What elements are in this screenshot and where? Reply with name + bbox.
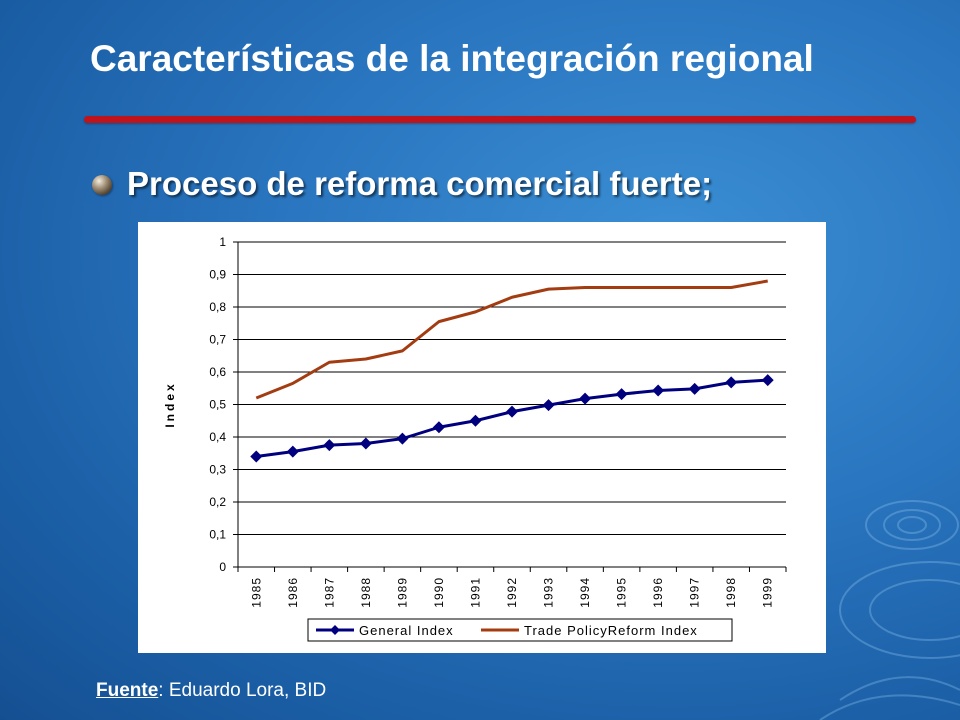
x-tick-label: 1986 xyxy=(286,577,300,608)
legend-label: General Index xyxy=(359,623,454,638)
x-tick-label: 1990 xyxy=(432,577,446,608)
x-tick-label: 1999 xyxy=(761,577,775,608)
data-point xyxy=(579,392,592,405)
data-point xyxy=(323,439,336,452)
x-tick-label: 1989 xyxy=(395,577,409,608)
source-note: Fuente: Eduardo Lora, BID xyxy=(96,680,326,702)
data-point xyxy=(725,376,738,389)
x-tick-label: 1988 xyxy=(359,577,373,608)
data-point xyxy=(615,388,628,401)
x-tick-label: 1997 xyxy=(688,577,702,608)
data-point xyxy=(652,384,665,397)
slide-title: Características de la integración region… xyxy=(90,38,814,79)
data-point xyxy=(432,421,445,434)
legend-marker xyxy=(330,625,340,635)
y-tick-label: 0 xyxy=(219,560,226,574)
series-line-trade-policy-reform-index xyxy=(255,279,768,400)
data-point xyxy=(688,382,701,395)
y-tick-label: 0,7 xyxy=(209,333,226,347)
legend-box xyxy=(307,618,733,642)
x-tick-label: 1996 xyxy=(651,577,665,608)
y-tick-label: 0,6 xyxy=(209,365,226,379)
data-point xyxy=(506,405,518,418)
x-tick-label: 1985 xyxy=(249,577,263,608)
source-label: Fuente xyxy=(96,680,159,701)
y-tick-label: 0,5 xyxy=(209,398,226,412)
source-text: : Eduardo Lora, BID xyxy=(158,680,327,701)
x-tick-label: 1998 xyxy=(724,577,738,608)
data-point xyxy=(359,437,372,450)
line-chart: 0 0,1 0,2 0,3 0,4 0,5 0,6 0,7 0,8 0,9 1 Index 1985 19… xyxy=(163,235,787,642)
data-point xyxy=(396,432,409,445)
data-point xyxy=(761,374,774,387)
x-tick-label: 1992 xyxy=(505,577,519,608)
data-point xyxy=(469,414,482,427)
y-tick-label: 0,3 xyxy=(209,463,226,477)
y-tick-label: 1 xyxy=(219,235,226,249)
x-tick-label: 1995 xyxy=(615,577,629,608)
y-tick-label: 0,9 xyxy=(209,268,226,282)
title-underline xyxy=(84,116,916,123)
x-tick-label: 1991 xyxy=(468,577,482,608)
x-tick-label: 1987 xyxy=(322,577,336,608)
chart-panel: 0 0,1 0,2 0,3 0,4 0,5 0,6 0,7 0,8 0,9 1 Index 1985 19… xyxy=(138,222,826,653)
y-tick-label: 0,2 xyxy=(209,495,226,509)
legend-label: Trade PolicyReform Index xyxy=(524,623,698,638)
x-tick-label: 1994 xyxy=(578,577,592,608)
data-point xyxy=(542,399,555,412)
y-tick-label: 0,1 xyxy=(209,528,226,542)
data-point xyxy=(250,450,263,463)
bullet-text: Proceso de reforma comercial fuerte; xyxy=(127,165,713,202)
x-tick-label: 1993 xyxy=(542,577,556,608)
y-axis-label: Index xyxy=(163,381,177,427)
data-point xyxy=(286,445,299,458)
bullet-sphere-icon xyxy=(92,175,112,195)
y-tick-label: 0,4 xyxy=(209,430,226,444)
y-tick-label: 0,8 xyxy=(209,300,226,314)
